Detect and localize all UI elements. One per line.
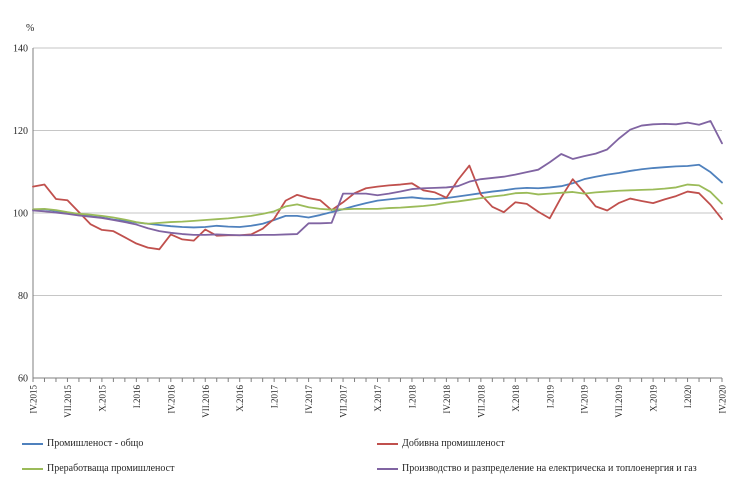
series-line-manufacturing [32, 183, 723, 225]
x-tick-label: X.2016 [235, 385, 245, 412]
x-tick-label: IV.2015 [29, 385, 39, 414]
x-tick-label: VII.2015 [63, 385, 73, 418]
y-tick-label: 140 [13, 44, 28, 55]
y-tick-label: 100 [13, 209, 28, 220]
x-tick-label: I.2018 [407, 385, 417, 409]
x-tick-label: X.2017 [373, 385, 383, 412]
x-tick-label: IV.2019 [580, 385, 590, 414]
x-tick-label: I.2017 [270, 385, 280, 409]
y-tick-label: 80 [18, 291, 28, 302]
legend-label-manufacturing: Преработваща промишленост [47, 463, 175, 474]
x-tick-label: IV.2016 [166, 385, 176, 414]
x-tick-label: IV.2018 [442, 385, 452, 414]
legend-item-electricity-heat-gas: Производство и разпределение на електрич… [377, 463, 697, 475]
x-tick-label: I.2019 [545, 385, 555, 409]
legend-item-mining: Добивна промишленост [377, 438, 505, 450]
legend-label-electricity-heat-gas: Производство и разпределение на електрич… [402, 463, 697, 474]
legend-item-manufacturing: Преработваща промишленост [22, 463, 174, 475]
x-tick-label: IV.2020 [718, 385, 728, 414]
y-tick-label: 120 [13, 126, 28, 137]
series-line-electricity-heat-gas [32, 120, 723, 237]
x-tick-label: I.2016 [132, 385, 142, 409]
legend-item-industry-total: Промишленост - общо [22, 438, 143, 450]
x-tick-label: X.2015 [97, 385, 107, 412]
x-tick-label: X.2019 [649, 385, 659, 412]
x-tick-label: VII.2017 [339, 385, 349, 418]
legend-label-mining: Добивна промишленост [402, 438, 505, 449]
x-tick-label: VII.2018 [476, 385, 486, 418]
y-tick-label: 60 [18, 374, 28, 385]
legend-label-industry-total: Промишленост - общо [47, 438, 144, 449]
x-tick-label: VII.2019 [614, 385, 624, 418]
legend-line-swatch-manufacturing [22, 468, 43, 470]
x-tick-label: IV.2017 [304, 385, 314, 414]
x-tick-label: I.2020 [683, 385, 693, 409]
legend-line-swatch-electricity-heat-gas [377, 468, 398, 470]
x-tick-label: X.2018 [511, 385, 521, 412]
legend-line-swatch-industry-total [22, 443, 43, 445]
series-line-mining [32, 164, 723, 251]
x-tick-label: VII.2016 [201, 385, 211, 418]
y-axis-unit-label: % [26, 23, 35, 34]
legend-line-swatch-mining [377, 443, 398, 445]
